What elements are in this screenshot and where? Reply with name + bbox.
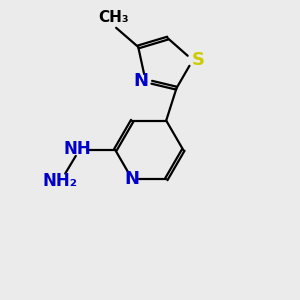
Text: NH: NH [64, 140, 92, 158]
Text: S: S [191, 51, 205, 69]
Text: N: N [125, 170, 140, 188]
Text: NH₂: NH₂ [43, 172, 78, 190]
Text: N: N [134, 72, 149, 90]
Text: CH₃: CH₃ [98, 11, 128, 26]
